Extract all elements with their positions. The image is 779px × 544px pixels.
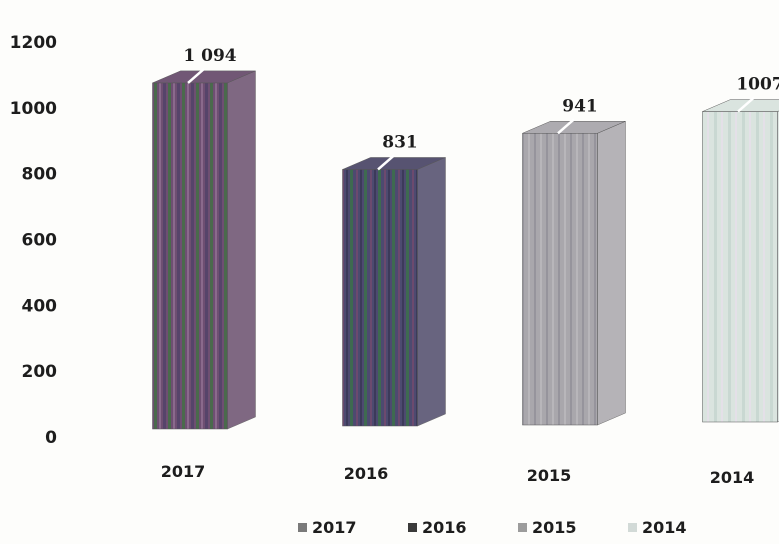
data-label: 941 [562,96,598,116]
data-label: 831 [382,132,418,152]
legend-item-2016: 2016 [408,518,467,537]
bar-front-face [342,169,418,427]
y-axis: 0 200 400 600 800 1000 1200 [10,33,57,448]
bar-side-face [417,157,446,427]
legend-swatch [628,523,637,532]
y-tick-label: 0 [45,428,57,448]
legend-swatch [408,523,417,532]
bar-side-face [597,120,626,426]
bar-front-face [152,82,228,430]
data-label: 1 094 [183,46,236,66]
data-label-leader [377,154,395,171]
legend-swatch [298,523,307,532]
y-tick-label: 600 [22,231,58,251]
y-tick-label: 1200 [10,33,57,53]
data-label-leader [737,96,755,113]
legend-item-2014: 2014 [628,518,687,537]
data-label-leader [187,67,205,84]
data-label-leader [557,118,575,135]
legend-label: 2016 [422,518,467,537]
bars: 1 094 831 941 1007 [152,46,779,430]
legend-item-2017: 2017 [298,518,357,537]
bar-side-face [227,70,256,430]
y-tick-label: 400 [22,296,58,316]
x-axis: 2017 2016 2015 2014 [161,462,755,487]
legend-label: 2014 [642,518,687,537]
y-tick-label: 1000 [10,99,57,119]
bar-top-face [702,99,779,112]
x-tick-label: 2016 [344,464,389,483]
bar-front-face [522,133,598,426]
y-tick-label: 800 [22,165,58,185]
legend-swatch [518,523,527,532]
y-tick-label: 200 [22,362,58,382]
legend-label: 2017 [312,518,357,537]
bar-top-face [342,157,446,170]
bar-front-face [702,111,778,423]
bar-top-face [522,121,626,134]
bar-top-face [152,70,256,84]
x-tick-label: 2017 [161,462,206,481]
x-tick-label: 2014 [710,468,755,487]
bar-2015: 941 [522,96,626,426]
data-label: 1007 [736,75,779,95]
bar-2016: 831 [342,132,446,427]
legend: 2017 2016 2015 2014 [298,518,687,537]
legend-item-2015: 2015 [518,518,577,537]
bar-2017: 1 094 [152,46,256,430]
x-tick-label: 2015 [527,466,572,485]
legend-label: 2015 [532,518,577,537]
bar-2014: 1007 [702,75,779,423]
